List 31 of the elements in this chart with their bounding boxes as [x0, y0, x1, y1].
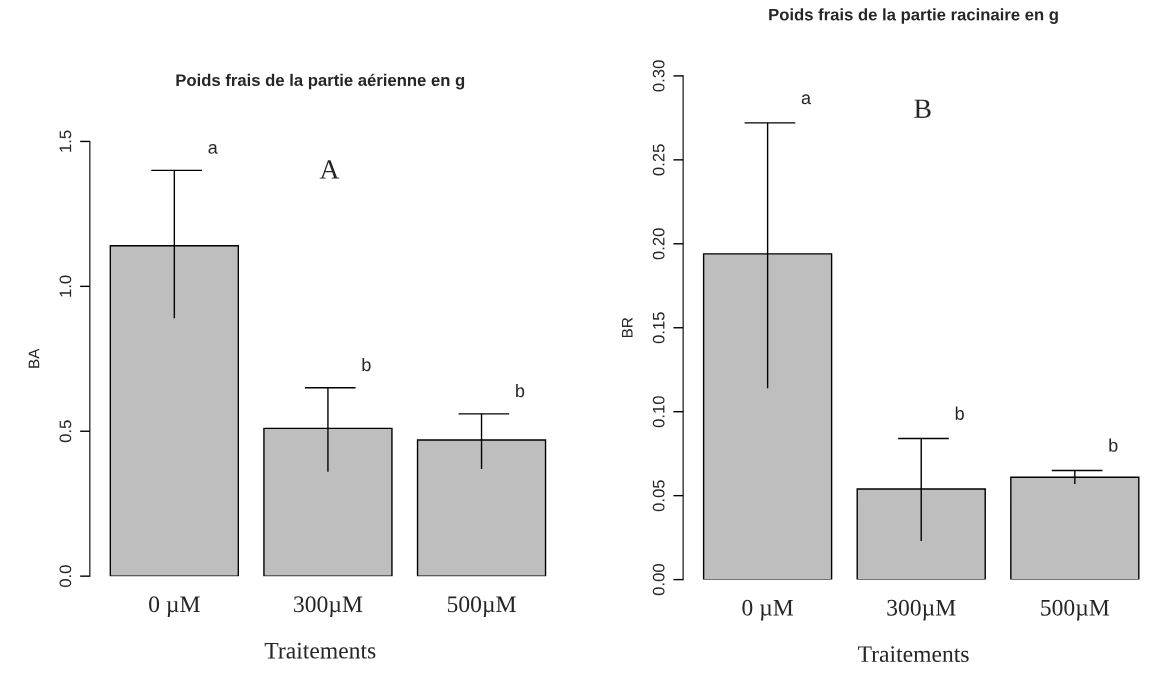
y-tick-label: 0.25 — [652, 144, 665, 176]
y-tick-label: 0.00 — [652, 564, 665, 596]
y-tick-label: 0.15 — [652, 312, 665, 344]
y-tick-label: 0.0 — [59, 565, 72, 588]
y-tick-label: 1.5 — [59, 130, 72, 152]
y-tick-label: 0.10 — [652, 396, 665, 428]
annotation: a — [208, 143, 218, 154]
x-tick-label: 500µM — [447, 596, 516, 618]
x-tick-label: 300µM — [294, 596, 363, 618]
y-tick-label: 0.30 — [652, 60, 665, 92]
y-axis-title: BR — [621, 317, 633, 338]
x-axis-title: Traitements — [264, 642, 376, 659]
y-tick-label: 0.20 — [652, 228, 665, 260]
x-axis-title: Traitements — [857, 646, 969, 663]
y-tick-label: 0.5 — [59, 420, 72, 443]
annotation: b — [955, 406, 964, 420]
annotation: B — [914, 99, 931, 118]
annotation: A — [319, 160, 340, 179]
annotation: a — [801, 94, 812, 105]
x-tick-label: 500µM — [1041, 599, 1110, 621]
chart-title: Poids frais de la partie racinaire en g — [769, 8, 1058, 24]
y-tick-label: 1.0 — [59, 275, 72, 297]
y-axis-title: BA — [28, 348, 40, 368]
annotation: b — [1109, 438, 1118, 452]
chart-title: Poids frais de la partie aérienne en g — [176, 73, 465, 90]
x-tick-label: 0 µM — [742, 599, 794, 621]
x-tick-label: 300µM — [887, 599, 956, 621]
x-tick-label: 0 µM — [149, 596, 200, 618]
y-tick-label: 0.05 — [652, 480, 665, 512]
annotation: b — [362, 357, 371, 372]
annotation: b — [516, 383, 525, 398]
